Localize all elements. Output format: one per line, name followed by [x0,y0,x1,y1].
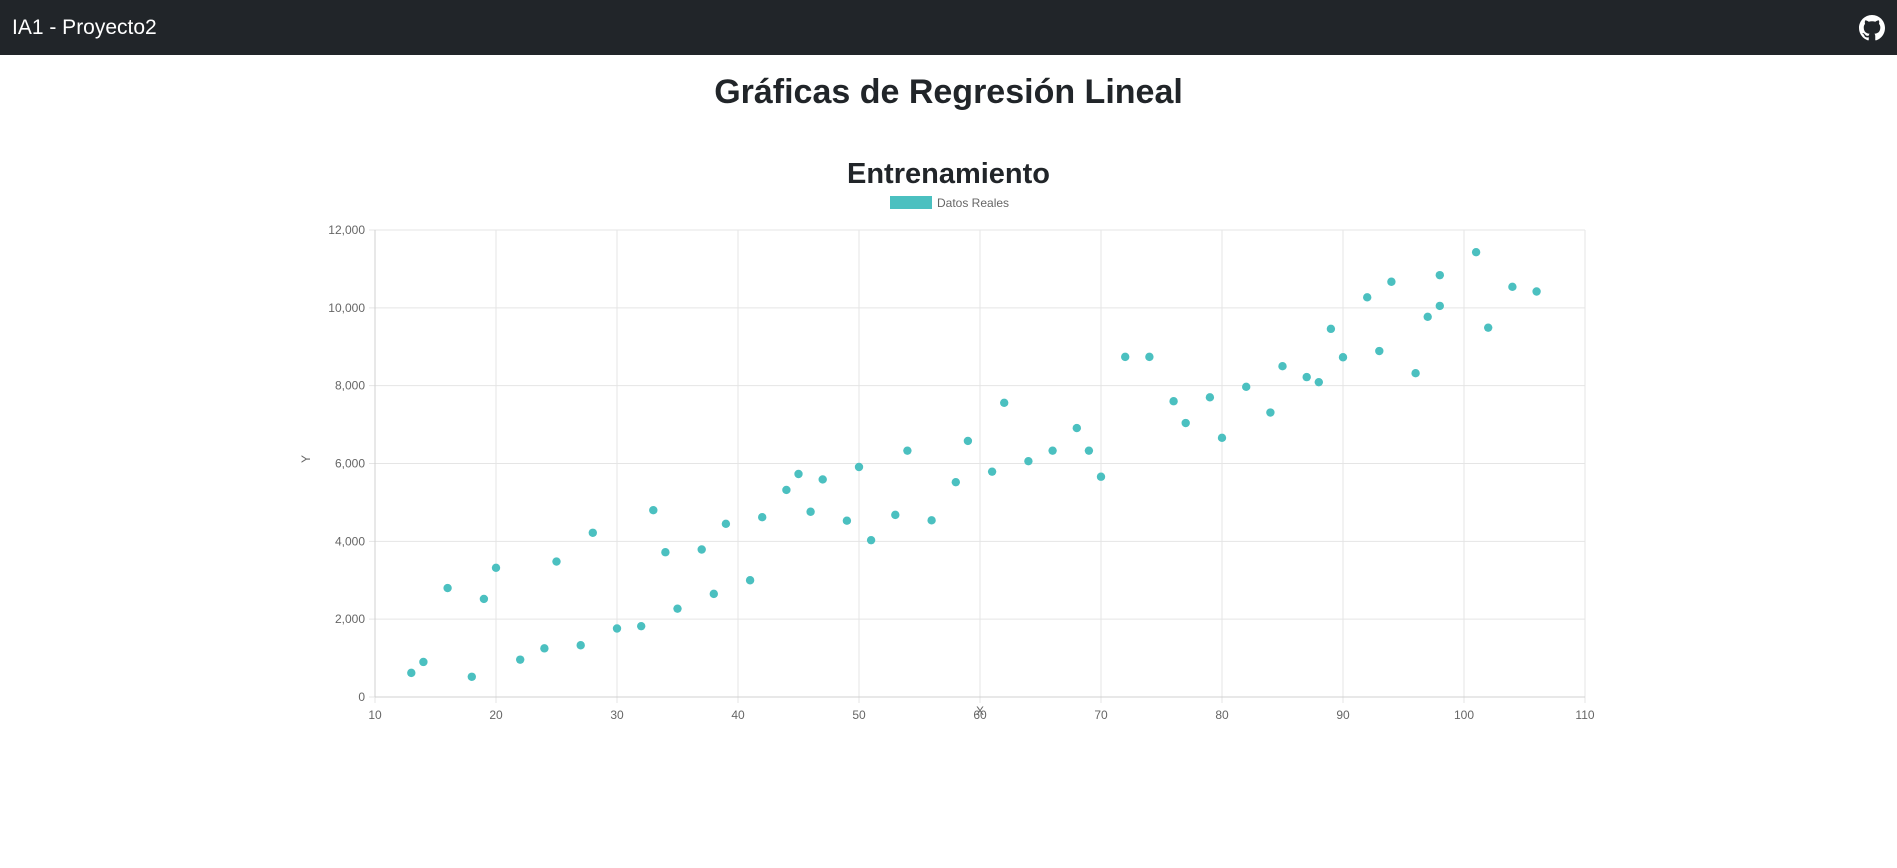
legend: Datos Reales [890,196,1009,210]
data-point[interactable] [1145,352,1154,362]
data-point[interactable] [866,535,876,545]
y-tick-label: 10,000 [328,301,365,315]
data-point[interactable] [903,446,912,455]
navbar: IA1 - Proyecto2 [0,0,1897,55]
x-tick-label: 100 [1454,708,1474,722]
y-axis-ticks: 0 2,000 4,000 6,000 8,000 10,000 12,000 [328,223,365,704]
x-tick-label: 40 [731,708,745,722]
data-point[interactable] [661,548,670,557]
data-point[interactable] [419,657,428,667]
data-point[interactable] [443,583,452,593]
legend-swatch[interactable] [890,196,932,209]
data-point[interactable] [1072,423,1082,433]
data-point[interactable] [987,467,997,476]
x-tick-label: 70 [1094,708,1108,722]
data-point[interactable] [1000,398,1009,407]
data-point[interactable] [1484,323,1493,332]
x-tick-label: 20 [489,708,503,722]
github-icon[interactable] [1859,14,1885,41]
data-point[interactable] [782,485,791,495]
data-point[interactable] [552,557,561,566]
chart-title: Entrenamiento [846,158,1051,190]
x-axis-ticks: 10 20 30 40 50 60 70 80 90 100 110 [368,708,1595,722]
data-point[interactable] [891,510,900,520]
data-point[interactable] [1302,372,1311,382]
data-point[interactable] [1387,277,1396,286]
x-tick-label: 90 [1336,708,1350,722]
chart-container: Datos Reales 10 20 30 40 50 60 70 80 90 100 110 0 2… [0,191,1897,841]
data-point[interactable] [794,469,803,479]
x-tick-label: 30 [610,708,624,722]
data-point[interactable] [1278,362,1287,371]
data-point[interactable] [1181,418,1190,428]
x-tick-label: 80 [1215,708,1229,722]
data-point[interactable] [637,621,646,631]
x-axis-title: X [976,704,984,718]
data-point[interactable] [1375,346,1384,356]
data-point[interactable] [709,589,718,599]
data-point[interactable] [588,528,597,537]
data-point[interactable] [1532,287,1541,296]
y-axis-title: Y [299,455,313,463]
data-point[interactable] [1471,247,1481,257]
navbar-brand[interactable]: IA1 - Proyecto2 [12,15,157,39]
data-point[interactable] [1084,446,1094,455]
data-point[interactable] [1096,472,1106,481]
data-point[interactable] [721,519,731,529]
data-point[interactable] [1435,270,1445,280]
data-point[interactable] [479,594,489,604]
x-tick-label: 50 [852,708,866,722]
scatter-chart: Datos Reales 10 20 30 40 50 60 70 80 90 100 110 0 2… [299,196,1595,722]
data-point[interactable] [1326,324,1336,334]
data-point[interactable] [842,516,852,525]
x-tick-label: 10 [368,708,382,722]
data-point[interactable] [806,507,815,516]
y-tick-label: 8,000 [335,379,365,393]
data-point[interactable] [1508,282,1517,292]
y-tick-label: 12,000 [328,223,365,237]
data-point[interactable] [673,604,682,613]
page-title: Gráficas de Regresión Lineal [714,73,1183,111]
data-point[interactable] [745,576,755,585]
data-point[interactable] [540,644,549,653]
data-point[interactable] [1205,393,1215,402]
data-point[interactable] [1048,446,1057,455]
data-point[interactable] [1266,408,1275,417]
data-point[interactable] [818,475,827,484]
data-point[interactable] [1338,353,1348,362]
data-point[interactable] [1024,456,1033,466]
data-point[interactable] [963,436,973,446]
data-point[interactable] [1242,382,1251,392]
data-point[interactable] [612,624,622,633]
y-tick-label: 6,000 [335,457,365,471]
legend-label[interactable]: Datos Reales [937,196,1009,210]
data-point[interactable] [758,513,767,522]
data-point[interactable] [576,641,585,650]
data-points [407,247,1541,681]
data-point[interactable] [516,655,525,664]
data-point[interactable] [649,506,658,515]
data-point[interactable] [1423,312,1432,321]
data-point[interactable] [854,462,864,472]
data-point[interactable] [467,672,476,681]
data-point[interactable] [407,668,416,678]
data-point[interactable] [1121,352,1130,362]
data-point[interactable] [491,563,501,572]
x-tick-label: 110 [1575,708,1594,722]
data-point[interactable] [951,477,960,487]
data-point[interactable] [1411,369,1420,378]
x-tick-label: 60 [973,708,987,722]
grid-lines [369,229,1586,703]
data-point[interactable] [1169,397,1178,406]
data-point[interactable] [927,516,936,525]
data-point[interactable] [1314,377,1324,387]
data-point[interactable] [1363,293,1372,302]
y-tick-label: 4,000 [335,534,365,548]
data-point[interactable] [697,545,706,554]
y-tick-label: 2,000 [335,612,365,626]
data-point[interactable] [1217,433,1227,443]
data-point[interactable] [1435,301,1445,311]
y-tick-label: 0 [358,690,365,704]
